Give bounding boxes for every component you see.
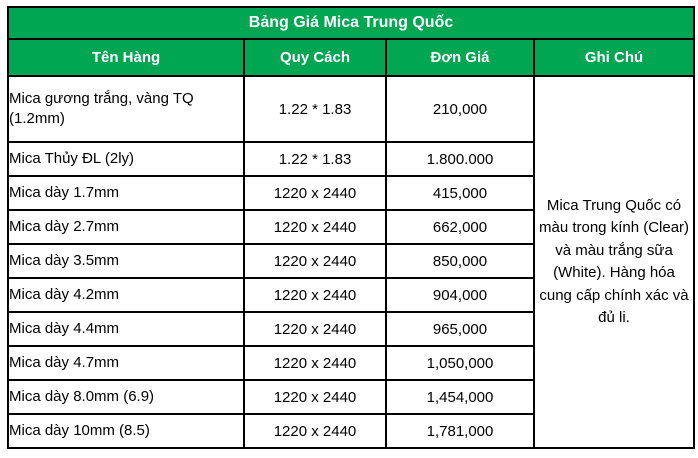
product-name-cell: Mica dày 10mm (8.5)	[7, 413, 245, 449]
spec-cell: 1.22 * 1.83	[243, 141, 387, 177]
table-row: Mica dày 8.0mm (6.9) 1220 x 2440 1,454,0…	[7, 379, 694, 415]
spec-cell: 1220 x 2440	[243, 345, 387, 381]
price-cell: 850,000	[385, 243, 535, 279]
product-name-cell: Mica dày 4.2mm	[7, 277, 245, 313]
table-row: Mica dày 4.7mm 1220 x 2440 1,050,000	[7, 345, 694, 381]
col-header-spec: Quy Cách	[243, 38, 387, 77]
spec-cell: 1220 x 2440	[243, 379, 387, 415]
spec-cell: 1.22 * 1.83	[243, 75, 387, 143]
product-name-cell: Mica dày 8.0mm (6.9)	[7, 379, 245, 415]
product-name-cell: Mica dày 2.7mm	[7, 209, 245, 245]
price-cell: 965,000	[385, 311, 535, 347]
table-row: Mica dày 4.2mm 1220 x 2440 904,000	[7, 277, 694, 313]
table-row: Bảng Giá Mica Trung Quốc	[6, 6, 696, 40]
table-row: Mica dày 1.7mm 1220 x 2440 415,000	[7, 175, 694, 211]
price-cell: 415,000	[385, 175, 535, 211]
spec-cell: 1220 x 2440	[243, 209, 387, 245]
product-name-cell: Mica Thủy ĐL (2ly)	[7, 141, 245, 177]
spec-cell: 1220 x 2440	[243, 243, 387, 279]
table-row: Mica dày 2.7mm 1220 x 2440 662,000	[7, 209, 694, 245]
spec-cell: 1220 x 2440	[243, 413, 387, 449]
table-row: Mica dày 10mm (8.5) 1220 x 2440 1,781,00…	[7, 413, 694, 449]
note-cell: Mica Trung Quốc có màu trong kính (Clear…	[532, 75, 696, 449]
col-header-name: Tên Hàng	[7, 38, 245, 77]
product-name-cell: Mica dày 4.7mm	[7, 345, 245, 381]
col-header-note: Ghi Chú	[532, 38, 696, 77]
price-cell: 1,781,000	[385, 413, 535, 449]
spec-cell: 1220 x 2440	[243, 175, 387, 211]
price-cell: 1,050,000	[385, 345, 535, 381]
price-cell: 904,000	[385, 277, 535, 313]
table-row: Mica dày 4.4mm 1220 x 2440 965,000	[7, 311, 694, 347]
mica-price-table: Bảng Giá Mica Trung Quốc Tên Hàng Quy Cá…	[6, 6, 696, 449]
price-cell: 662,000	[385, 209, 535, 245]
table-row: Mica gương trắng, vàng TQ (1.2mm) 1.22 *…	[7, 75, 696, 449]
product-name-cell: Mica dày 4.4mm	[7, 311, 245, 347]
product-name-cell: Mica gương trắng, vàng TQ (1.2mm)	[7, 75, 245, 143]
product-name-cell: Mica dày 3.5mm	[7, 243, 245, 279]
product-name-cell: Mica dày 1.7mm	[7, 175, 245, 211]
table-title: Bảng Giá Mica Trung Quốc	[6, 6, 696, 40]
table-row: Mica dày 3.5mm 1220 x 2440 850,000	[7, 243, 694, 279]
price-cell: 1.800.000	[385, 141, 535, 177]
col-header-price: Đơn Giá	[385, 38, 535, 77]
price-cell: 210,000	[385, 75, 535, 143]
spec-cell: 1220 x 2440	[243, 277, 387, 313]
table-row: Mica Thủy ĐL (2ly) 1.22 * 1.83 1.800.000	[7, 141, 694, 177]
price-cell: 1,454,000	[385, 379, 535, 415]
table-row: Tên Hàng Quy Cách Đơn Giá Ghi Chú	[7, 38, 696, 77]
spec-cell: 1220 x 2440	[243, 311, 387, 347]
